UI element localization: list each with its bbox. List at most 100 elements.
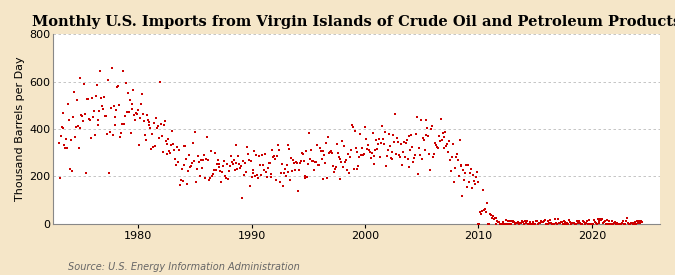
Point: [110, 115, 121, 120]
Point: [350, 146, 361, 150]
Point: [217, 169, 227, 174]
Point: [329, 167, 340, 171]
Point: [404, 134, 415, 139]
Point: [242, 152, 253, 156]
Point: [457, 194, 468, 198]
Point: [90, 94, 101, 98]
Point: [282, 169, 293, 174]
Point: [119, 113, 130, 118]
Point: [481, 210, 491, 214]
Point: [330, 165, 341, 169]
Point: [122, 91, 133, 95]
Point: [358, 152, 369, 156]
Point: [119, 122, 130, 127]
Point: [277, 161, 288, 166]
Point: [527, 222, 538, 226]
Point: [159, 119, 170, 123]
Point: [346, 148, 356, 153]
Point: [141, 113, 152, 117]
Point: [65, 166, 76, 171]
Point: [447, 155, 458, 159]
Point: [634, 219, 645, 224]
Point: [313, 163, 324, 167]
Point: [613, 222, 624, 226]
Point: [113, 84, 124, 88]
Point: [525, 222, 536, 226]
Point: [179, 144, 190, 148]
Point: [491, 216, 502, 220]
Point: [337, 139, 348, 144]
Point: [600, 219, 611, 223]
Point: [157, 149, 168, 154]
Point: [462, 163, 473, 167]
Point: [514, 222, 524, 226]
Point: [412, 115, 423, 119]
Point: [138, 112, 148, 116]
Point: [63, 102, 74, 106]
Point: [390, 112, 401, 116]
Point: [115, 135, 126, 139]
Point: [173, 148, 184, 152]
Point: [554, 221, 565, 226]
Point: [556, 220, 567, 224]
Point: [537, 220, 547, 224]
Point: [275, 179, 286, 184]
Point: [321, 140, 331, 145]
Point: [261, 170, 271, 174]
Point: [310, 160, 321, 164]
Point: [626, 221, 637, 226]
Point: [115, 131, 126, 135]
Point: [458, 168, 468, 173]
Point: [471, 170, 482, 174]
Point: [357, 146, 368, 150]
Point: [628, 221, 639, 225]
Point: [358, 152, 369, 157]
Point: [490, 221, 501, 226]
Point: [140, 138, 151, 142]
Point: [616, 222, 626, 226]
Point: [629, 221, 640, 226]
Point: [407, 145, 418, 149]
Point: [305, 156, 316, 161]
Point: [462, 185, 472, 189]
Point: [81, 171, 92, 175]
Point: [371, 138, 382, 142]
Point: [494, 220, 505, 225]
Point: [587, 221, 597, 226]
Point: [400, 155, 410, 159]
Point: [570, 222, 580, 226]
Point: [122, 110, 132, 114]
Point: [504, 219, 515, 224]
Point: [610, 220, 620, 224]
Point: [367, 150, 377, 155]
Point: [280, 174, 291, 178]
Point: [421, 133, 432, 137]
Point: [497, 222, 508, 226]
Point: [250, 174, 261, 178]
Point: [221, 175, 232, 180]
Point: [327, 150, 338, 155]
Point: [360, 137, 371, 141]
Point: [225, 154, 236, 158]
Point: [577, 222, 588, 226]
Point: [443, 139, 454, 143]
Point: [306, 148, 317, 152]
Point: [406, 133, 416, 137]
Point: [360, 125, 371, 129]
Point: [492, 219, 503, 224]
Point: [426, 126, 437, 131]
Point: [601, 222, 612, 226]
Point: [593, 219, 604, 224]
Point: [502, 219, 513, 224]
Point: [198, 158, 209, 162]
Point: [558, 222, 568, 226]
Point: [244, 183, 255, 188]
Point: [195, 158, 206, 163]
Point: [333, 155, 344, 160]
Point: [120, 81, 131, 85]
Point: [148, 121, 159, 125]
Point: [535, 221, 545, 225]
Point: [433, 146, 443, 150]
Point: [438, 145, 449, 150]
Point: [220, 174, 231, 178]
